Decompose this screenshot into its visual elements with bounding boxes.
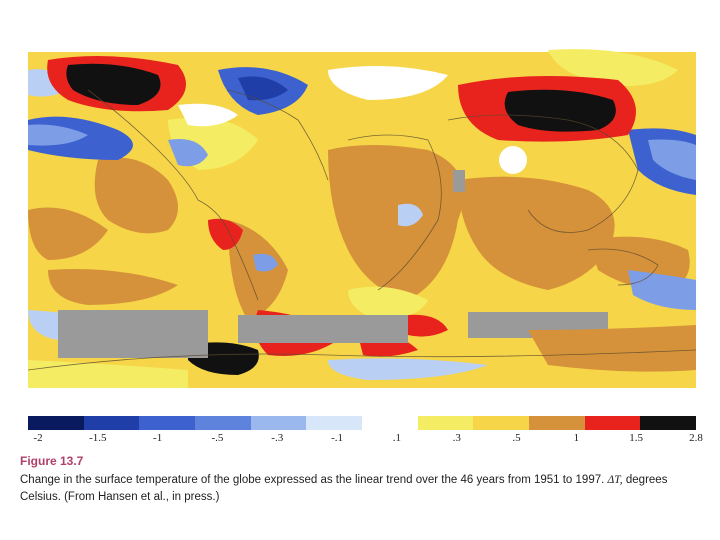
- legend-swatch: [584, 416, 641, 430]
- legend-tick-label: 2.8: [689, 432, 703, 444]
- legend-swatch: [28, 416, 84, 430]
- figure-description: Change in the surface temperature of the…: [20, 472, 700, 506]
- caption-text-line2: Celsius. (From Hansen et al., in press.): [20, 491, 220, 503]
- legend-tick-label: .3: [452, 432, 461, 444]
- legend-tick-label: -.3: [271, 432, 284, 444]
- legend-swatch: [195, 416, 251, 430]
- legend-tick-label: .5: [512, 432, 521, 444]
- legend-tick-label: -.1: [331, 432, 344, 444]
- legend-swatch: [473, 416, 530, 430]
- temperature-trend-map: [28, 30, 696, 388]
- legend-swatch: [250, 416, 307, 430]
- legend-tick-label: -2: [33, 432, 43, 444]
- figure-label: Figure 13.7: [20, 454, 84, 468]
- caption-text-main: Change in the surface temperature of the…: [20, 474, 605, 486]
- legend-swatch: [417, 416, 474, 430]
- legend-tick-label: -1.5: [89, 432, 107, 444]
- legend-tick-label: 1.5: [629, 432, 644, 444]
- legend-swatch: [362, 416, 418, 430]
- legend-swatch: [139, 416, 196, 430]
- legend-swatch: [640, 416, 697, 430]
- legend-tick-label: 1: [573, 432, 580, 444]
- color-scale-ticks: -2 -1.5 -1 -.5 -.3 -.1 .1 .3 .5 1 1.5 2.8: [14, 432, 714, 446]
- caption-text-units: degrees: [625, 474, 668, 486]
- legend-swatch: [83, 416, 140, 430]
- legend-swatch: [529, 416, 585, 430]
- legend-tick-label: -1: [153, 432, 163, 444]
- legend-tick-label: .1: [392, 432, 402, 444]
- legend-tick-label: -.5: [211, 432, 224, 444]
- figure-caption: Figure 13.7 Change in the surface temper…: [20, 454, 700, 506]
- color-scale-bar: [28, 416, 697, 430]
- delta-t-symbol: ΔT,: [607, 474, 623, 486]
- legend-swatch: [306, 416, 363, 430]
- world-map-graphic: [28, 30, 696, 388]
